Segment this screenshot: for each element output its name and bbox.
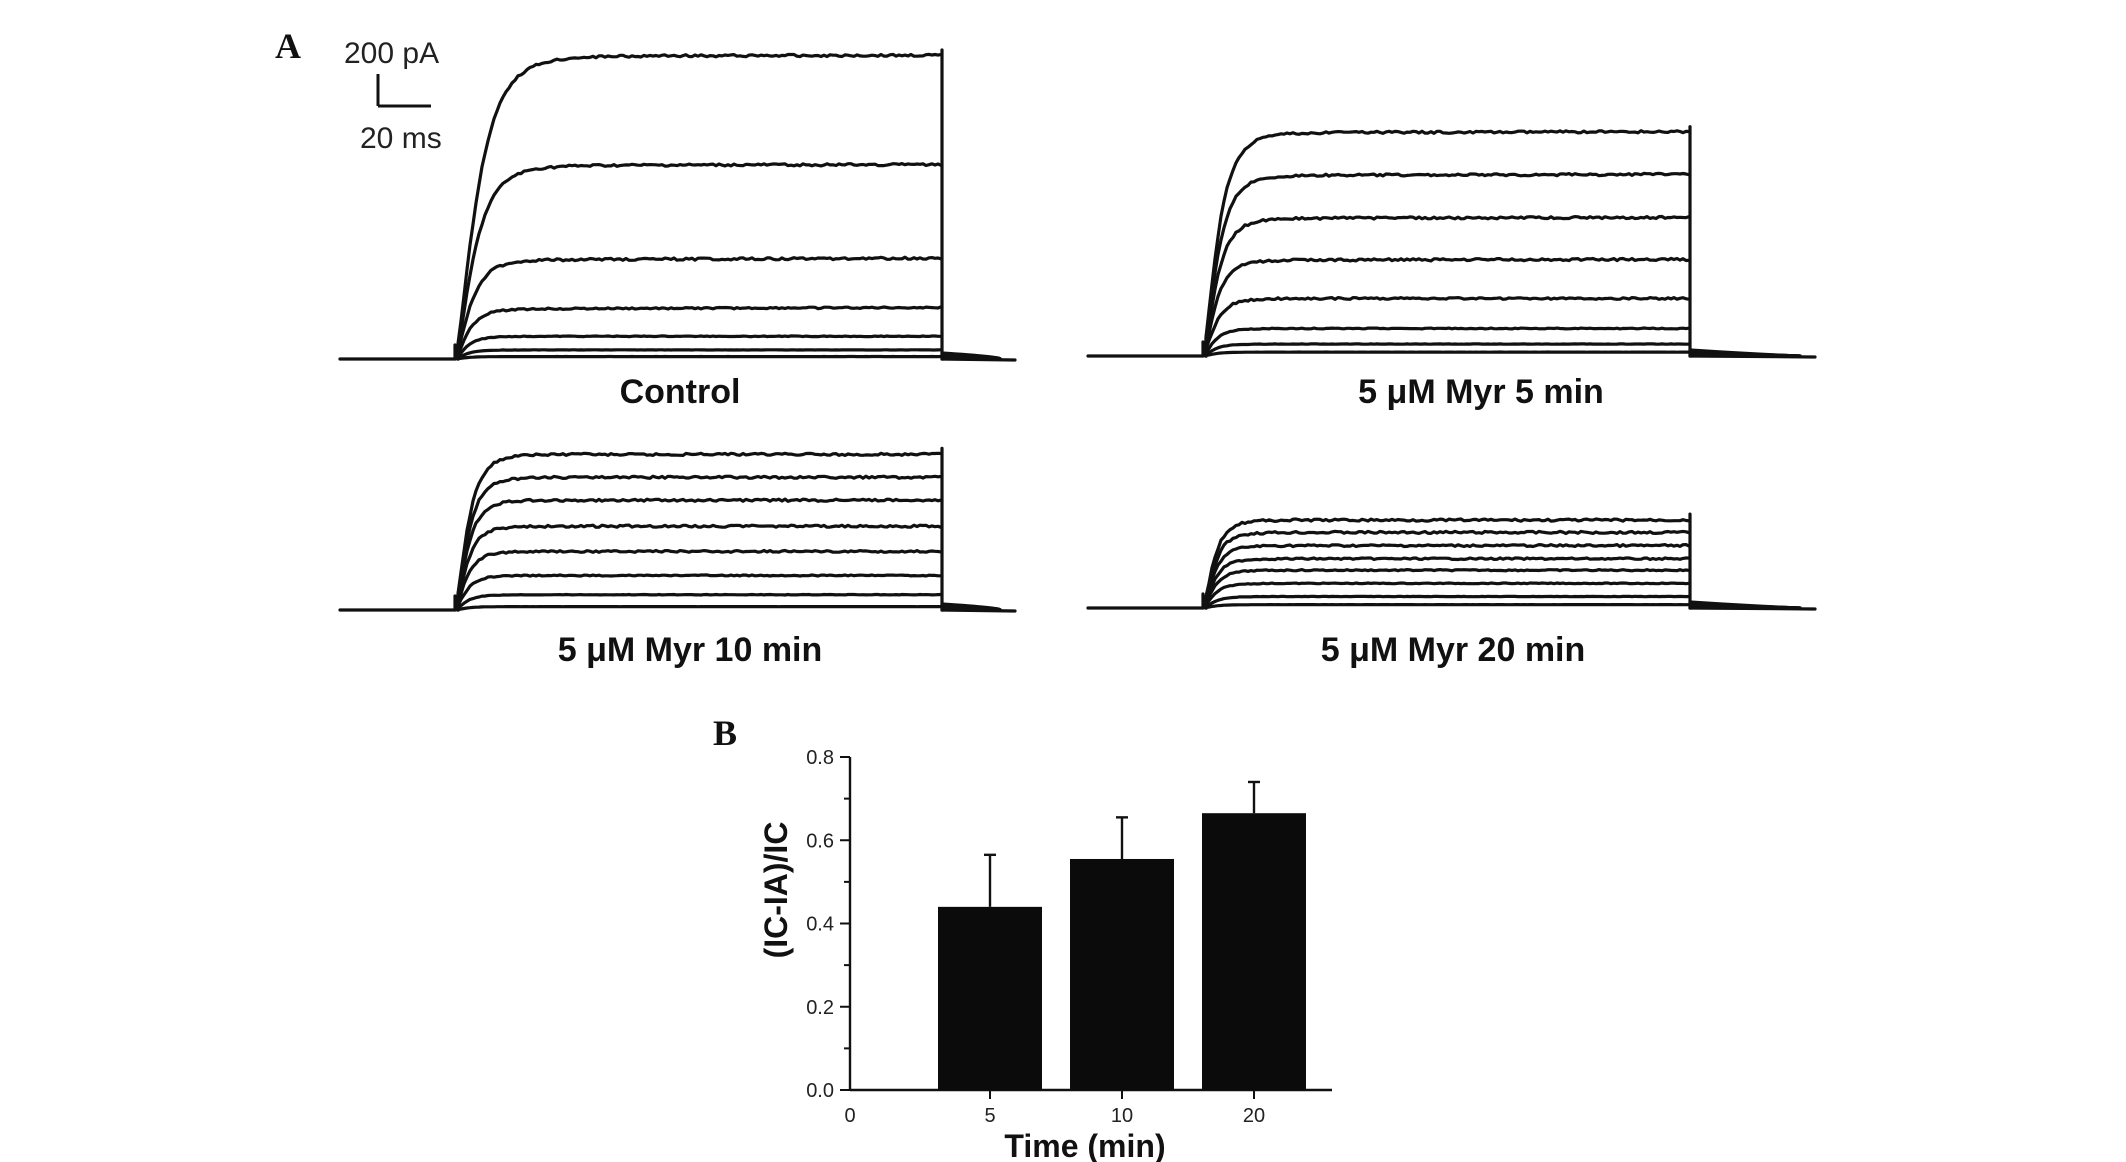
y-tick-label: 0.6	[806, 830, 834, 852]
current-sweep	[1204, 296, 1691, 358]
current-sweep	[456, 497, 943, 612]
scale-bar-time-label: 20 ms	[360, 122, 442, 155]
current-sweep	[456, 348, 943, 361]
trace-panel-myr-10-min	[338, 446, 1017, 613]
current-sweep	[456, 474, 943, 612]
x-tick-label-5: 5	[984, 1105, 995, 1127]
trace-label-myr-5-min: 5 μM Myr 5 min	[1358, 373, 1604, 411]
current-sweep	[1204, 581, 1691, 610]
current-sweep	[456, 354, 943, 361]
x-tick-label-zero: 0	[844, 1105, 855, 1127]
scale-bar-current-label: 200 pA	[344, 37, 439, 70]
current-sweep	[1204, 214, 1691, 358]
bar-chart: 0.0 0.2 0.4 0.6 0.8 0 5 10 20	[806, 747, 1332, 1127]
current-sweep	[1204, 603, 1691, 610]
tail-current	[940, 607, 1002, 612]
trace-panel-control	[338, 48, 1017, 362]
x-axis-title: Time (min)	[1004, 1128, 1165, 1162]
x-tick-label-20: 20	[1243, 1105, 1265, 1127]
current-sweep	[456, 592, 943, 612]
panel-b: B (IC-IA)/IC Time (min) 0.00.20.40.60.80…	[713, 713, 1332, 1162]
tail-current	[1688, 605, 1802, 610]
current-sweep	[456, 52, 943, 361]
current-sweep	[1204, 342, 1691, 358]
current-sweep	[456, 605, 943, 612]
bar-20-min	[1202, 813, 1306, 1090]
current-sweep	[456, 162, 943, 361]
trace-label-myr-10-min: 5 μM Myr 10 min	[558, 631, 823, 669]
current-sweep	[1204, 350, 1691, 358]
current-sweep	[1204, 594, 1691, 610]
current-sweep	[456, 523, 943, 612]
current-sweep	[1204, 129, 1691, 358]
y-tick-label: 0.0	[806, 1080, 834, 1102]
current-sweep	[1204, 517, 1691, 610]
current-sweep	[1204, 256, 1691, 358]
current-sweep	[456, 451, 943, 612]
current-sweep	[1204, 543, 1691, 610]
current-sweep	[1204, 326, 1691, 358]
x-tick-label-10: 10	[1111, 1105, 1133, 1127]
current-sweep	[1204, 556, 1691, 610]
current-sweep	[1204, 568, 1691, 610]
tail-current	[940, 356, 1002, 361]
current-sweep	[456, 255, 943, 361]
bar-5-min	[938, 906, 1042, 1090]
trace-label-myr-20-min: 5 μM Myr 20 min	[1321, 631, 1586, 669]
panel-a-label: A	[275, 26, 301, 66]
y-tick-label: 0.4	[806, 914, 834, 936]
bar-10-min	[1070, 858, 1174, 1090]
trace-panel-myr-20-min	[1086, 512, 1817, 611]
y-tick-label: 0.2	[806, 997, 834, 1019]
current-sweep	[456, 548, 943, 612]
y-tick-label: 0.8	[806, 747, 834, 769]
trace-label-control: Control	[620, 373, 741, 411]
scale-bar: 200 pA 20 ms	[344, 37, 442, 155]
current-sweep	[456, 573, 943, 612]
y-axis-title: (IC-IA)/IC	[758, 822, 794, 959]
tail-current	[1688, 353, 1802, 358]
current-sweep	[456, 305, 943, 361]
panel-b-label: B	[713, 713, 737, 753]
current-sweep	[456, 334, 943, 361]
current-sweep	[1204, 529, 1691, 610]
trace-panel-myr-5-min	[1086, 125, 1817, 359]
current-sweep	[1204, 171, 1691, 358]
panel-a: A 200 pA 20 ms Control 5 μM Myr 5 min 5 …	[275, 26, 1817, 669]
